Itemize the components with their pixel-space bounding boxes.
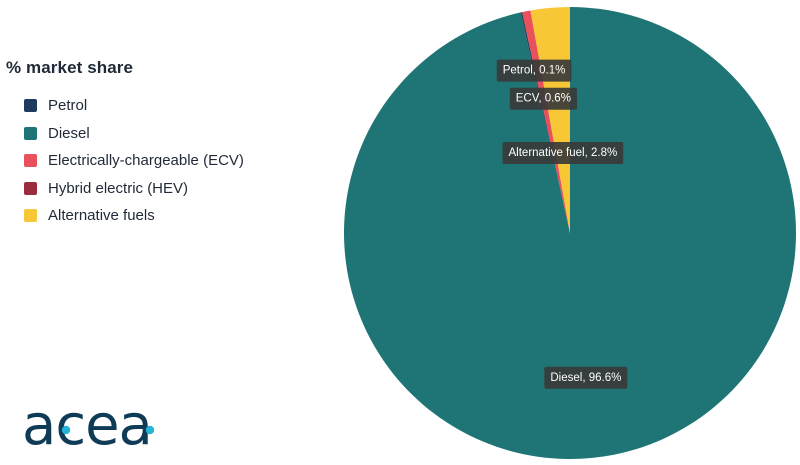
data-label-electrically-chargeable-ecv: ECV, 0.6% <box>509 87 577 110</box>
logo-accent-dot <box>145 425 155 435</box>
data-label-box <box>544 366 628 389</box>
legend-swatch-hev <box>24 181 37 195</box>
legend-label-diesel: Diesel <box>48 124 90 142</box>
legend-item-hev[interactable]: Hybrid electric (HEV) <box>6 175 244 203</box>
legend-label-ecv: Electrically-chargeable (ECV) <box>48 152 244 170</box>
legend-item-ecv[interactable]: Electrically-chargeable (ECV) <box>6 147 244 175</box>
data-label-diesel: Diesel, 96.6% <box>544 366 628 389</box>
acea-logo-text: acea <box>22 396 152 458</box>
legend-title: % market share <box>6 58 134 77</box>
data-label-alternative-fuels: Alternative fuel, 2.8% <box>502 141 624 164</box>
legend-label-alternative-fuels: Alternative fuels <box>48 207 155 225</box>
data-label-box <box>502 141 624 164</box>
legend-swatch-alternative-fuels <box>24 209 37 223</box>
data-label-text: Petrol, 0.1% <box>503 65 566 77</box>
acea-logo-mark: acea <box>22 396 155 458</box>
legend: % market share Petrol Diesel Electricall… <box>6 58 244 230</box>
data-label-text: Diesel, 96.6% <box>550 372 621 384</box>
legend-label-hev: Hybrid electric (HEV) <box>48 179 189 197</box>
legend-item-alternative-fuels[interactable]: Alternative fuels <box>6 202 244 230</box>
data-label-text: Alternative fuel, 2.8% <box>509 147 618 159</box>
legend-swatch-petrol <box>24 99 37 113</box>
legend-item-diesel[interactable]: Diesel <box>6 120 244 148</box>
legend-swatch-ecv <box>24 154 37 168</box>
legend-item-petrol[interactable]: Petrol <box>6 92 244 120</box>
data-label-petrol: Petrol, 0.1% <box>496 59 572 82</box>
legend-swatch-diesel <box>24 126 37 140</box>
data-label-text: ECV, 0.6% <box>516 93 571 105</box>
data-label-box <box>509 87 577 110</box>
legend-label-petrol: Petrol <box>48 97 88 115</box>
logo-accent-dot <box>61 425 71 435</box>
acea-logo: acea <box>22 396 155 458</box>
data-label-box <box>496 59 572 82</box>
pie-slice-diesel[interactable] <box>343 7 796 460</box>
